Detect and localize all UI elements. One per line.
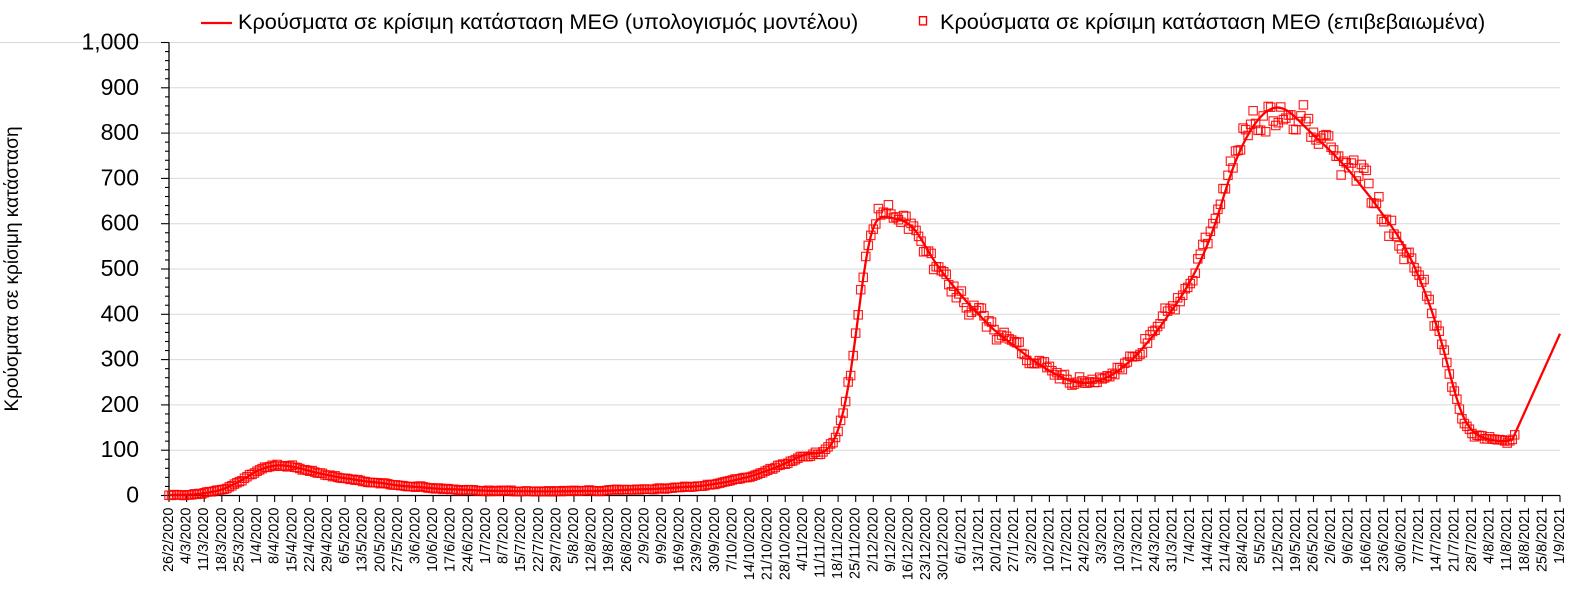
svg-text:9/9/2020: 9/9/2020 — [654, 508, 670, 564]
svg-text:900: 900 — [101, 74, 139, 100]
svg-text:13/1/2021: 13/1/2021 — [971, 508, 987, 573]
svg-text:3/6/2020: 3/6/2020 — [408, 508, 424, 564]
svg-text:Κρούσματα σε κρίσιμη κατάστασ: Κρούσματα σε κρίσιμη κατάσταση ΜΕΘ (υπολ… — [238, 9, 858, 34]
svg-text:3/2/2021: 3/2/2021 — [1024, 508, 1040, 564]
svg-text:29/7/2020: 29/7/2020 — [548, 508, 564, 573]
svg-text:1/4/2020: 1/4/2020 — [249, 508, 265, 564]
svg-text:5/8/2020: 5/8/2020 — [566, 508, 582, 564]
svg-text:16/12/2020: 16/12/2020 — [901, 508, 917, 581]
svg-text:25/11/2020: 25/11/2020 — [848, 508, 864, 580]
svg-text:13/5/2020: 13/5/2020 — [355, 508, 371, 573]
svg-text:12/8/2020: 12/8/2020 — [584, 508, 600, 573]
svg-text:3/3/2021: 3/3/2021 — [1094, 508, 1110, 564]
svg-text:5/5/2021: 5/5/2021 — [1253, 508, 1269, 564]
svg-text:19/8/2020: 19/8/2020 — [601, 508, 617, 573]
svg-text:8/7/2020: 8/7/2020 — [496, 508, 512, 564]
svg-text:10/2/2021: 10/2/2021 — [1041, 508, 1057, 573]
svg-text:27/1/2021: 27/1/2021 — [1006, 508, 1022, 573]
svg-text:21/4/2021: 21/4/2021 — [1217, 508, 1233, 573]
svg-text:17/2/2021: 17/2/2021 — [1059, 508, 1075, 573]
svg-text:Κρούσματα σε κρίσιμη κατάσταση: Κρούσματα σε κρίσιμη κατάσταση — [2, 126, 23, 411]
svg-text:24/6/2020: 24/6/2020 — [460, 508, 476, 573]
svg-text:11/3/2020: 11/3/2020 — [196, 508, 212, 571]
svg-text:23/9/2020: 23/9/2020 — [689, 508, 705, 573]
svg-text:200: 200 — [101, 391, 139, 417]
svg-text:23/6/2021: 23/6/2021 — [1376, 508, 1392, 573]
svg-text:300: 300 — [101, 346, 139, 372]
svg-text:9/6/2021: 9/6/2021 — [1341, 508, 1357, 564]
svg-text:11/11/2020: 11/11/2020 — [812, 508, 828, 578]
svg-text:18/8/2021: 18/8/2021 — [1517, 508, 1533, 573]
svg-text:20/1/2021: 20/1/2021 — [989, 508, 1005, 573]
svg-text:23/12/2020: 23/12/2020 — [918, 508, 934, 581]
svg-text:12/5/2021: 12/5/2021 — [1270, 508, 1286, 573]
svg-text:15/4/2020: 15/4/2020 — [284, 508, 300, 573]
svg-text:30/12/2020: 30/12/2020 — [936, 508, 952, 581]
svg-text:27/5/2020: 27/5/2020 — [390, 508, 406, 573]
svg-text:500: 500 — [101, 255, 139, 281]
svg-text:28/4/2021: 28/4/2021 — [1235, 508, 1251, 573]
svg-text:16/9/2020: 16/9/2020 — [672, 508, 688, 573]
svg-text:14/10/2020: 14/10/2020 — [742, 508, 758, 581]
svg-text:7/4/2021: 7/4/2021 — [1182, 508, 1198, 564]
svg-text:11/8/2021: 11/8/2021 — [1499, 508, 1515, 571]
svg-text:25/3/2020: 25/3/2020 — [231, 508, 247, 573]
svg-text:10/6/2020: 10/6/2020 — [425, 508, 441, 573]
svg-text:1/7/2020: 1/7/2020 — [478, 508, 494, 564]
svg-text:4/11/2020: 4/11/2020 — [795, 508, 811, 571]
svg-text:24/2/2021: 24/2/2021 — [1077, 508, 1093, 573]
svg-text:20/5/2020: 20/5/2020 — [372, 508, 388, 573]
svg-text:26/8/2020: 26/8/2020 — [619, 508, 635, 573]
svg-text:7/10/2020: 7/10/2020 — [724, 508, 740, 573]
svg-text:15/7/2020: 15/7/2020 — [513, 508, 529, 573]
svg-text:6/5/2020: 6/5/2020 — [337, 508, 353, 564]
svg-text:700: 700 — [101, 164, 139, 190]
svg-text:0: 0 — [126, 482, 139, 508]
svg-text:30/9/2020: 30/9/2020 — [707, 508, 723, 573]
svg-text:Κρούσματα σε κρίσιμη κατάσταση: Κρούσματα σε κρίσιμη κατάσταση ΜΕΘ (επιβ… — [940, 9, 1485, 34]
svg-text:21/10/2020: 21/10/2020 — [760, 508, 776, 581]
svg-text:26/2/2020: 26/2/2020 — [161, 508, 177, 573]
svg-text:2/9/2020: 2/9/2020 — [636, 508, 652, 564]
svg-text:7/7/2021: 7/7/2021 — [1411, 508, 1427, 564]
svg-text:31/3/2021: 31/3/2021 — [1165, 508, 1181, 573]
svg-text:25/8/2021: 25/8/2021 — [1534, 508, 1550, 573]
svg-text:18/3/2020: 18/3/2020 — [214, 508, 230, 573]
svg-text:21/7/2021: 21/7/2021 — [1446, 508, 1462, 573]
svg-text:1/9/2021: 1/9/2021 — [1552, 508, 1568, 564]
svg-text:22/7/2020: 22/7/2020 — [531, 508, 547, 573]
svg-text:16/6/2021: 16/6/2021 — [1358, 508, 1374, 573]
svg-text:8/4/2020: 8/4/2020 — [267, 508, 283, 564]
svg-text:24/3/2021: 24/3/2021 — [1147, 508, 1163, 573]
svg-text:19/5/2021: 19/5/2021 — [1288, 508, 1304, 573]
svg-text:17/3/2021: 17/3/2021 — [1129, 508, 1145, 573]
svg-text:10/3/2021: 10/3/2021 — [1112, 508, 1128, 573]
svg-text:4/8/2021: 4/8/2021 — [1482, 508, 1498, 564]
svg-text:600: 600 — [101, 210, 139, 236]
svg-text:1,000: 1,000 — [81, 29, 139, 55]
svg-text:2/6/2021: 2/6/2021 — [1323, 508, 1339, 564]
svg-text:6/1/2021: 6/1/2021 — [953, 508, 969, 564]
svg-text:28/7/2021: 28/7/2021 — [1464, 508, 1480, 573]
svg-text:100: 100 — [101, 436, 139, 462]
svg-text:2/12/2020: 2/12/2020 — [865, 508, 881, 573]
svg-text:17/6/2020: 17/6/2020 — [443, 508, 459, 573]
svg-text:800: 800 — [101, 119, 139, 145]
svg-text:14/4/2021: 14/4/2021 — [1200, 508, 1216, 573]
svg-text:14/7/2021: 14/7/2021 — [1429, 508, 1445, 573]
svg-text:29/4/2020: 29/4/2020 — [319, 508, 335, 573]
svg-text:28/10/2020: 28/10/2020 — [777, 508, 793, 581]
svg-text:9/12/2020: 9/12/2020 — [883, 508, 899, 573]
svg-text:400: 400 — [101, 300, 139, 326]
svg-text:26/5/2021: 26/5/2021 — [1305, 508, 1321, 573]
svg-text:4/3/2020: 4/3/2020 — [179, 508, 195, 564]
svg-text:30/6/2021: 30/6/2021 — [1394, 508, 1410, 573]
svg-text:22/4/2020: 22/4/2020 — [302, 508, 318, 573]
svg-text:18/11/2020: 18/11/2020 — [830, 508, 846, 580]
